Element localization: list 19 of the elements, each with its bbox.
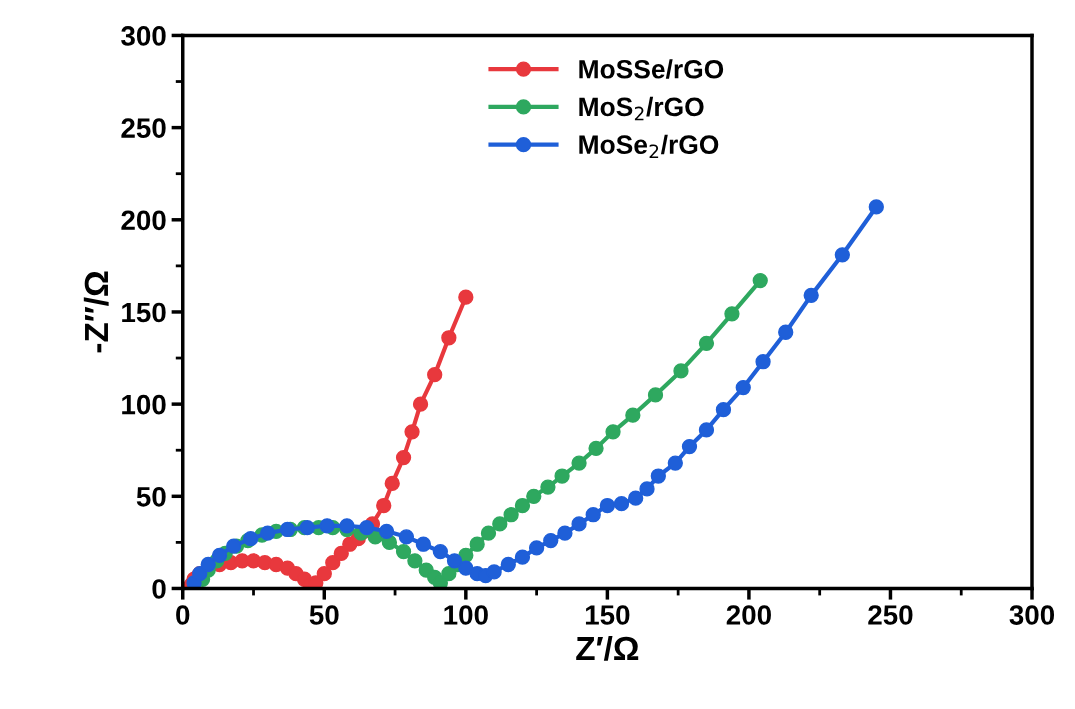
- legend-label: MoSe$_{2}$/rGO: [579, 134, 719, 159]
- y-tick-label: 250: [121, 118, 166, 138]
- x-axis-title: Z′/Ω: [576, 635, 639, 661]
- y-tick-label: 50: [136, 486, 166, 507]
- y-axis-title: -Z″/Ω: [83, 271, 109, 353]
- y-tick-label: 150: [122, 302, 166, 323]
- x-tick-label: 0: [176, 605, 190, 625]
- legend-label: MoS$_{2}$/rGO: [579, 96, 704, 121]
- y-tick-label: 100: [122, 394, 166, 415]
- y-tick-label: 0: [152, 579, 166, 599]
- y-tick-label: 300: [121, 26, 166, 46]
- x-tick-label: 150: [585, 605, 630, 625]
- legend-label: MoSSe/rGO: [579, 59, 724, 79]
- y-tick-label: 200: [121, 210, 166, 231]
- x-tick-label: 200: [726, 605, 771, 625]
- x-tick-label: 50: [309, 605, 339, 625]
- x-tick-label: 100: [444, 605, 488, 625]
- x-tick-label: 300: [1009, 605, 1055, 625]
- x-tick-label: 250: [868, 605, 913, 625]
